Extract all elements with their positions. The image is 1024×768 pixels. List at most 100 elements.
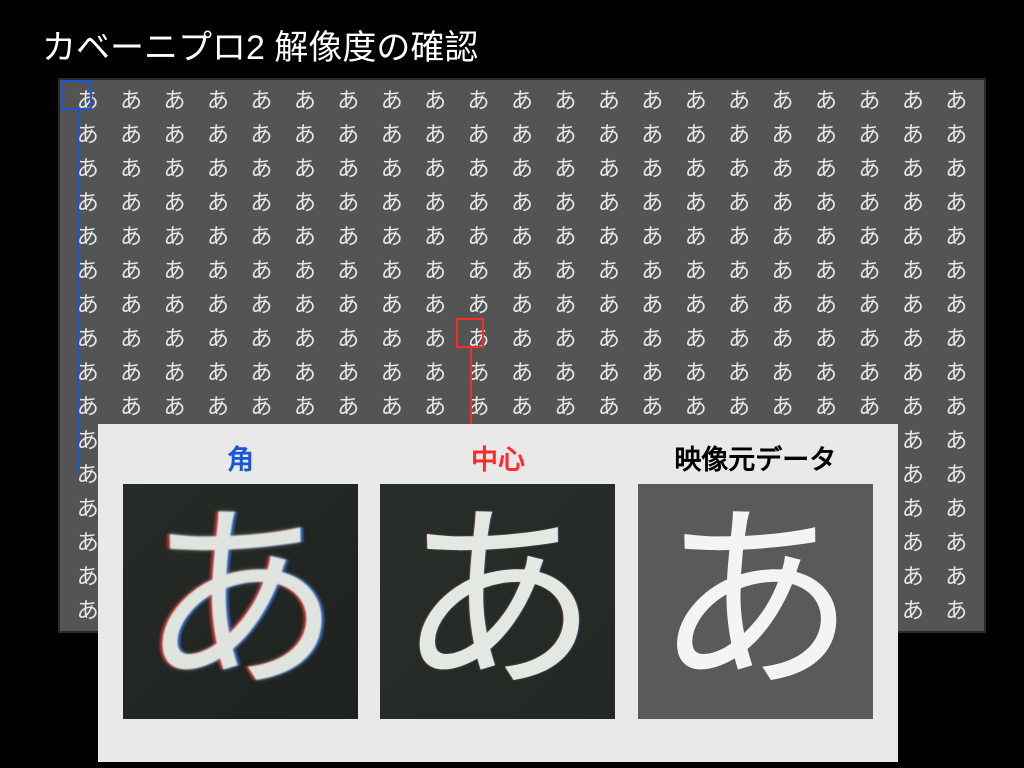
grid-cell: あ (891, 254, 934, 288)
grid-cell: あ (544, 84, 587, 118)
grid-cell: あ (196, 254, 239, 288)
grid-cell: あ (327, 84, 370, 118)
grid-cell: あ (891, 186, 934, 220)
grid-cell: あ (587, 390, 630, 424)
grid-cell: あ (935, 356, 978, 390)
grid-cell: あ (240, 84, 283, 118)
grid-cell: あ (413, 84, 456, 118)
grid-cell: あ (848, 390, 891, 424)
zoom-label-corner: 角 (227, 438, 254, 474)
grid-cell: あ (674, 254, 717, 288)
zoom-box-center: あ (380, 484, 615, 719)
grid-cell: あ (891, 152, 934, 186)
grid-cell: あ (413, 220, 456, 254)
grid-cell: あ (631, 118, 674, 152)
grid-cell: あ (804, 254, 847, 288)
grid-cell: あ (196, 322, 239, 356)
grid-cell: あ (674, 356, 717, 390)
grid-cell: あ (587, 186, 630, 220)
zoom-col-source: 映像元データ あ (633, 438, 878, 762)
grid-cell: あ (153, 356, 196, 390)
grid-cell: あ (240, 322, 283, 356)
grid-cell: あ (370, 390, 413, 424)
grid-cell: あ (240, 186, 283, 220)
grid-cell: あ (891, 220, 934, 254)
grid-cell: あ (240, 152, 283, 186)
grid-cell: あ (500, 356, 543, 390)
grid-cell: あ (500, 322, 543, 356)
grid-cell: あ (935, 526, 978, 560)
grid-cell: あ (109, 186, 152, 220)
grid-cell: あ (631, 356, 674, 390)
glyph-corner: あ (141, 502, 341, 702)
grid-cell: あ (891, 288, 934, 322)
zoom-col-center: 中心 あ (375, 438, 620, 762)
grid-cell: あ (500, 186, 543, 220)
grid-cell: あ (848, 254, 891, 288)
grid-cell: あ (761, 322, 804, 356)
grid-cell: あ (848, 118, 891, 152)
grid-cell: あ (327, 118, 370, 152)
grid-cell: あ (674, 118, 717, 152)
grid-cell: あ (283, 118, 326, 152)
grid-cell: あ (66, 254, 109, 288)
grid-cell: あ (891, 390, 934, 424)
zoom-box-corner: あ (123, 484, 358, 719)
grid-cell: あ (500, 254, 543, 288)
grid-cell: あ (109, 118, 152, 152)
grid-cell: あ (196, 186, 239, 220)
grid-cell: あ (761, 186, 804, 220)
grid-cell: あ (761, 118, 804, 152)
grid-cell: あ (66, 186, 109, 220)
grid-cell: あ (283, 288, 326, 322)
grid-cell: あ (848, 356, 891, 390)
grid-cell: あ (283, 152, 326, 186)
grid-cell: あ (109, 84, 152, 118)
grid-cell: あ (544, 118, 587, 152)
grid-cell: あ (457, 118, 500, 152)
grid-cell: あ (500, 390, 543, 424)
grid-cell: あ (587, 288, 630, 322)
grid-cell: あ (674, 152, 717, 186)
grid-cell: あ (283, 186, 326, 220)
grid-cell: あ (500, 84, 543, 118)
grid-cell: あ (631, 220, 674, 254)
grid-cell: あ (153, 254, 196, 288)
zoom-box-source: あ (638, 484, 873, 719)
grid-cell: あ (109, 322, 152, 356)
grid-cell: あ (327, 356, 370, 390)
grid-cell: あ (761, 288, 804, 322)
grid-cell: あ (66, 322, 109, 356)
grid-cell: あ (413, 152, 456, 186)
grid-cell: あ (587, 356, 630, 390)
grid-cell: あ (891, 118, 934, 152)
grid-cell: あ (109, 356, 152, 390)
grid-cell: あ (935, 560, 978, 594)
grid-cell: あ (283, 220, 326, 254)
grid-cell: あ (370, 220, 413, 254)
grid-cell: あ (370, 322, 413, 356)
grid-cell: あ (761, 390, 804, 424)
grid-cell: あ (848, 220, 891, 254)
grid-cell: あ (66, 220, 109, 254)
grid-cell: あ (283, 84, 326, 118)
grid-cell: あ (457, 220, 500, 254)
grid-cell: あ (804, 118, 847, 152)
grid-cell: あ (804, 322, 847, 356)
grid-cell: あ (500, 288, 543, 322)
grid-cell: あ (196, 220, 239, 254)
grid-cell: あ (109, 152, 152, 186)
grid-cell: あ (66, 118, 109, 152)
grid-cell: あ (153, 220, 196, 254)
grid-cell: あ (457, 288, 500, 322)
grid-cell: あ (413, 390, 456, 424)
grid-cell: あ (935, 594, 978, 628)
grid-cell: あ (717, 152, 760, 186)
grid-cell: あ (804, 288, 847, 322)
grid-cell: あ (457, 152, 500, 186)
grid-cell: あ (587, 220, 630, 254)
grid-cell: あ (674, 220, 717, 254)
grid-cell: あ (935, 322, 978, 356)
grid-cell: あ (370, 186, 413, 220)
grid-cell: あ (544, 356, 587, 390)
